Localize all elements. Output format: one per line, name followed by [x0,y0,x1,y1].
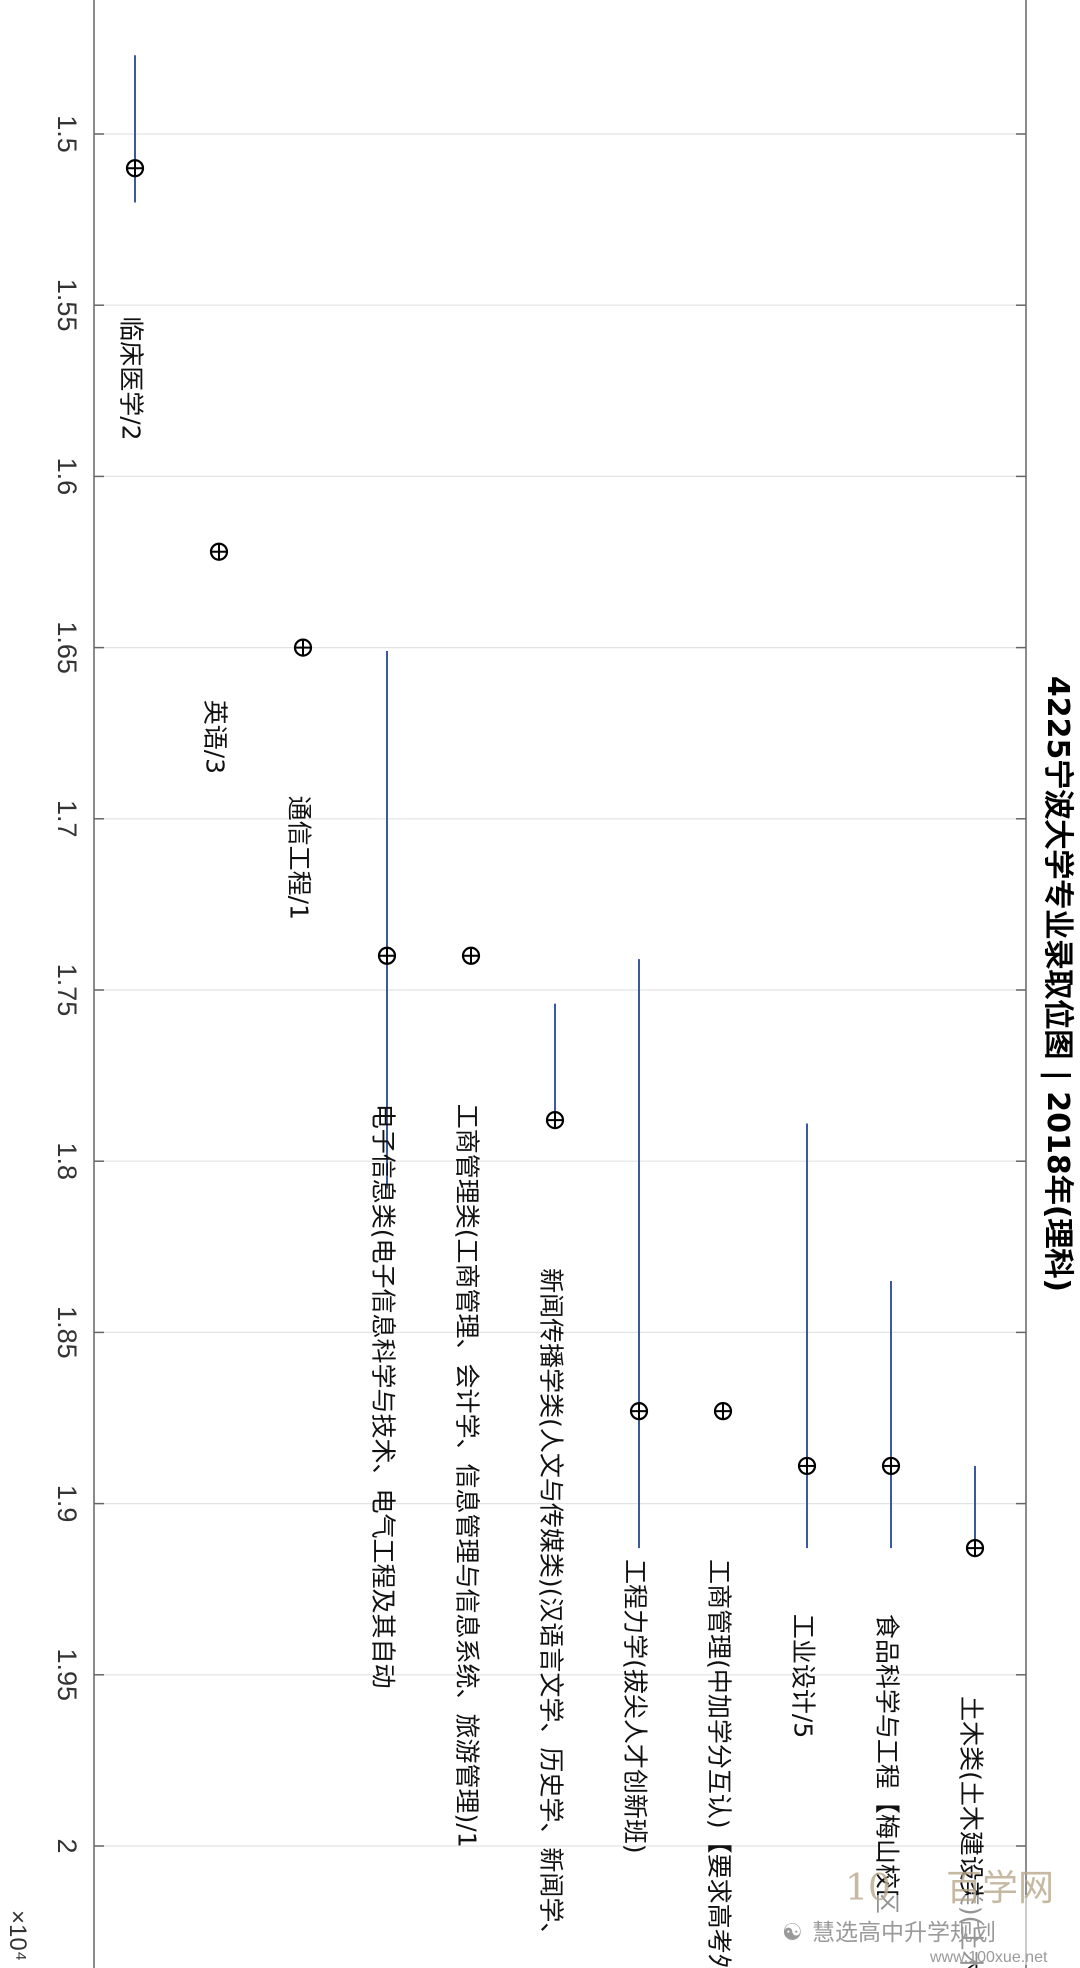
watermark-brand: 百学网 [946,1868,1054,1909]
category-label: 电子信息类(电子信息科学与技术、电气工程及其自动 [369,1104,398,1689]
rank-tick-label: 1.85 [52,1306,82,1359]
watermark-logo-mark: 10 [845,1868,891,1909]
category-label: 工商管理(中加学分互认)【要求高考外语 [705,1559,734,1968]
rank-marker [965,1539,985,1558]
rank-marker [377,946,397,965]
rank-tick-label: 1.95 [52,1649,82,1702]
rank-tick-label: 1.6 [52,458,82,496]
rank-tick-label: 1.55 [52,279,82,332]
rank-marker [125,159,145,178]
rank-tick-label: 1.65 [52,621,82,674]
rank-marker [713,1402,733,1421]
category-label: 英语/3 [201,700,230,774]
axis-multiplier-label: ×10⁴ [4,1910,31,1961]
category-label: 食品科学与工程【梅山校区 [873,1614,902,1914]
plot-frame [93,0,1027,1968]
rank-tick-label: 1.75 [52,964,82,1017]
rank-marker [209,542,229,561]
rank-marker [461,946,481,965]
category-label: 工业设计/5 [789,1614,818,1738]
rank-tick-label: 1.7 [52,800,82,838]
rank-marker [797,1456,817,1476]
rank-tick-label: 1.9 [52,1485,82,1523]
category-label: 新闻传播学类(人文与传媒类)(汉语言文学、历史学、新闻学、 [537,1268,566,1947]
rank-marker [293,638,313,657]
chart-title: 4225宁波大学专业录取位图 | 2018年(理科) [1040,676,1075,1292]
category-label: 工商管理类(工商管理、会计学、信息管理与信息系统、旅游管理)/1 [453,1104,482,1848]
watermark: 10 百学网 ☯ 慧选高中升学规划 www.100xue.net [770,1868,1070,1966]
category-label: 工程力学(拔尖人才创新班) [621,1559,650,1854]
watermark-url: www.100xue.net [929,1949,1048,1966]
watermark-account: 慧选高中升学规划 [812,1920,996,1946]
rank-tick-label: 1.5 [52,115,82,153]
rank-marker [881,1456,901,1476]
rank-tick-label: 1.8 [52,1142,82,1180]
category-label: 临床医学/2 [117,316,146,440]
category-label: 通信工程/1 [285,796,314,920]
watermark-backdrop [770,1895,1070,1965]
rank-marker [545,1111,565,1130]
rank-marker [629,1402,649,1421]
rank-tick-label: 2 [52,1838,82,1853]
wechat-icon: ☯ [782,1920,803,1946]
